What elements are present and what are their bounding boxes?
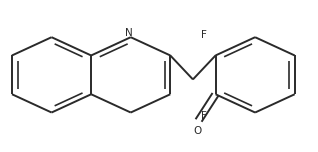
Text: N: N [125,28,133,38]
Text: O: O [193,126,201,136]
Text: F: F [201,30,207,40]
Text: F: F [201,111,207,121]
